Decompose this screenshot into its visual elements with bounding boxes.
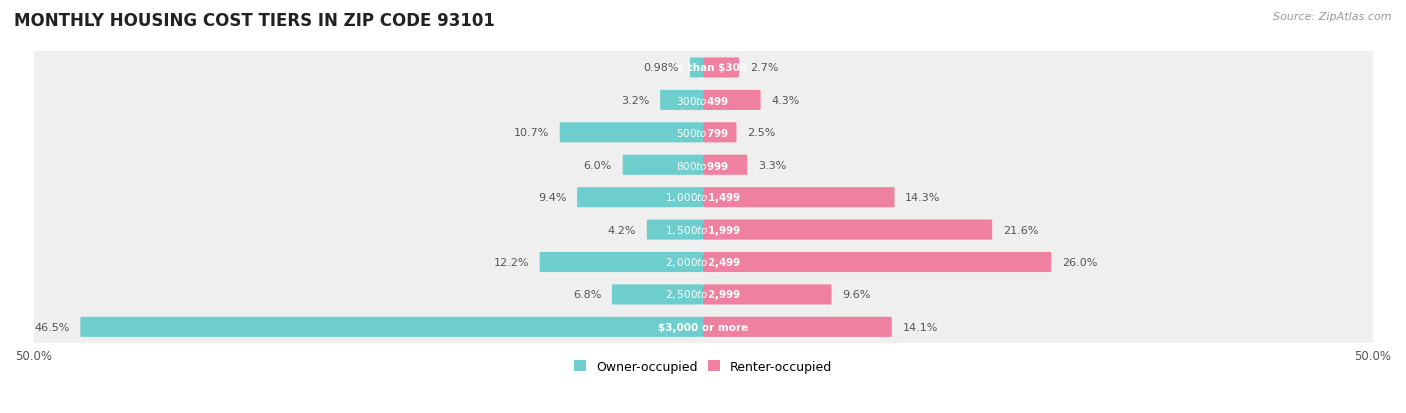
Bar [34, 117, 1372, 149]
FancyBboxPatch shape [703, 155, 747, 176]
Text: $3,000 or more: $3,000 or more [658, 322, 748, 332]
Text: $2,000 to $2,499: $2,000 to $2,499 [665, 255, 741, 269]
FancyBboxPatch shape [703, 90, 761, 111]
FancyBboxPatch shape [560, 123, 703, 143]
Bar [34, 85, 1372, 117]
Text: 0.98%: 0.98% [644, 63, 679, 73]
Bar [34, 181, 1372, 214]
Bar [34, 52, 1372, 85]
Text: 3.2%: 3.2% [621, 96, 650, 106]
FancyBboxPatch shape [612, 285, 703, 305]
Text: $800 to $999: $800 to $999 [676, 159, 730, 171]
Text: 6.0%: 6.0% [583, 160, 612, 170]
Text: 21.6%: 21.6% [1002, 225, 1038, 235]
FancyBboxPatch shape [703, 252, 1052, 273]
FancyBboxPatch shape [703, 220, 993, 240]
FancyBboxPatch shape [576, 188, 703, 208]
Text: 2.7%: 2.7% [749, 63, 779, 73]
Text: 46.5%: 46.5% [34, 322, 70, 332]
Legend: Owner-occupied, Renter-occupied: Owner-occupied, Renter-occupied [568, 355, 838, 378]
FancyBboxPatch shape [690, 58, 703, 78]
Bar [34, 149, 1372, 181]
Text: 4.2%: 4.2% [607, 225, 636, 235]
Text: $300 to $499: $300 to $499 [676, 95, 730, 107]
Text: $1,000 to $1,499: $1,000 to $1,499 [665, 191, 741, 205]
Bar [34, 246, 1372, 278]
Text: 6.8%: 6.8% [572, 290, 602, 300]
Text: 14.1%: 14.1% [903, 322, 938, 332]
Text: 14.3%: 14.3% [905, 193, 941, 203]
Text: $2,500 to $2,999: $2,500 to $2,999 [665, 288, 741, 302]
FancyBboxPatch shape [540, 252, 703, 273]
Text: Source: ZipAtlas.com: Source: ZipAtlas.com [1274, 12, 1392, 22]
Text: 10.7%: 10.7% [513, 128, 548, 138]
FancyBboxPatch shape [703, 317, 891, 337]
FancyBboxPatch shape [647, 220, 703, 240]
Text: 9.6%: 9.6% [842, 290, 870, 300]
Text: MONTHLY HOUSING COST TIERS IN ZIP CODE 93101: MONTHLY HOUSING COST TIERS IN ZIP CODE 9… [14, 12, 495, 30]
FancyBboxPatch shape [661, 90, 703, 111]
FancyBboxPatch shape [623, 155, 703, 176]
Bar [34, 214, 1372, 246]
FancyBboxPatch shape [703, 123, 737, 143]
Text: 3.3%: 3.3% [758, 160, 786, 170]
Text: 26.0%: 26.0% [1062, 257, 1097, 267]
FancyBboxPatch shape [80, 317, 703, 337]
FancyBboxPatch shape [703, 285, 831, 305]
Text: 9.4%: 9.4% [538, 193, 567, 203]
FancyBboxPatch shape [703, 188, 894, 208]
Text: 4.3%: 4.3% [772, 96, 800, 106]
Text: 2.5%: 2.5% [747, 128, 776, 138]
Bar [34, 278, 1372, 311]
FancyBboxPatch shape [703, 58, 740, 78]
Text: $1,500 to $1,999: $1,500 to $1,999 [665, 223, 741, 237]
Text: Less than $300: Less than $300 [658, 63, 748, 73]
Text: $500 to $799: $500 to $799 [676, 127, 730, 139]
Text: 12.2%: 12.2% [494, 257, 529, 267]
Bar [34, 311, 1372, 343]
